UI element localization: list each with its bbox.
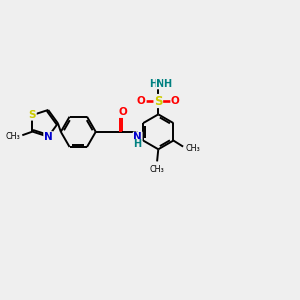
Text: S: S xyxy=(154,94,163,107)
Text: CH₃: CH₃ xyxy=(6,132,20,141)
Text: O: O xyxy=(171,96,180,106)
Text: CH₃: CH₃ xyxy=(150,165,164,174)
Text: N: N xyxy=(133,132,142,142)
Text: H: H xyxy=(164,79,172,89)
Text: N: N xyxy=(156,79,165,89)
Text: O: O xyxy=(137,96,146,106)
Text: N: N xyxy=(44,132,52,142)
Text: H: H xyxy=(134,140,142,149)
Text: CH₃: CH₃ xyxy=(185,144,200,153)
Text: S: S xyxy=(29,110,36,120)
Text: H: H xyxy=(149,79,157,89)
Text: O: O xyxy=(118,107,127,117)
